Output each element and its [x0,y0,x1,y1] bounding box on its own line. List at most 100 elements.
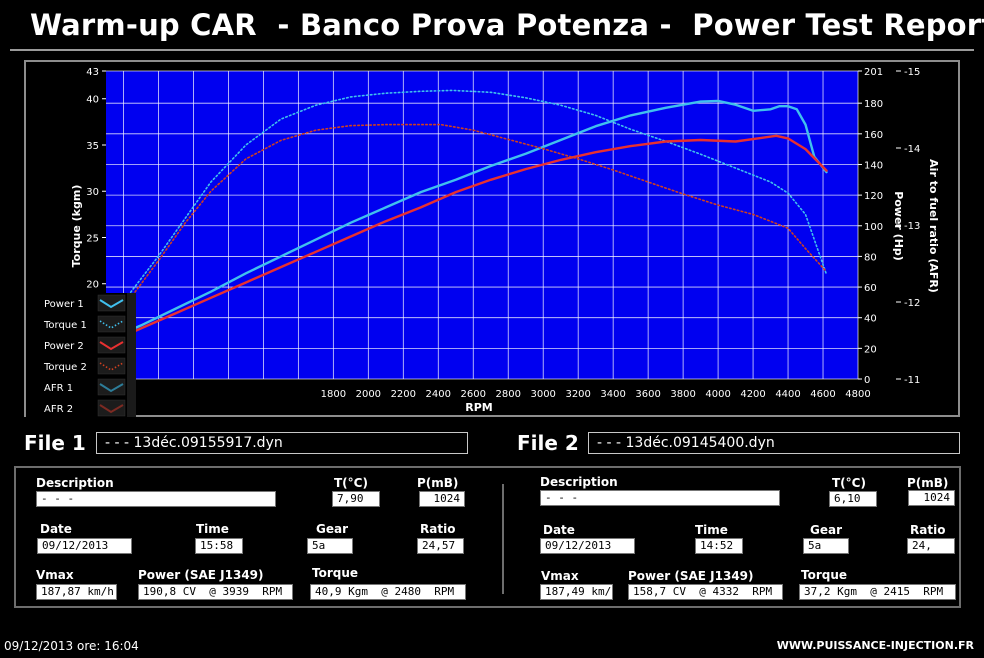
x-tick-label: 3800 [670,389,695,400]
power-axis-ticks: 0 20 40 60 80 100 120 140 160 180 201 [858,67,883,386]
file2-description-field: - - - [540,490,780,506]
file1-date-label: Date [40,522,72,536]
x-tick-label: 3600 [635,389,660,400]
file1-time-label: Time [196,522,229,536]
file1-torque-label: Torque [312,566,359,580]
afr-tick-label: -12 [904,298,920,309]
footer-url[interactable]: WWW.PUISSANCE-INJECTION.FR [776,639,974,652]
file1-ratio-field: 24,57 [417,538,464,554]
file2-date-field: 09/12/2013 [540,538,635,554]
power-tick-label: 100 [864,222,883,233]
power-axis-label: Power (Hp) [892,191,905,261]
legend-swatch-box [97,315,126,333]
file2-vmax-label: Vmax [541,569,579,583]
torque-tick-label: 30 [86,187,99,198]
x-tick-label: 3400 [600,389,625,400]
dyno-chart: 60 0 1800 2000 2200 2400 2600 2800 3000 3200 3400 3… [26,67,940,417]
power-tick-label: 160 [864,130,883,141]
afr-tick-label: -14 [904,144,920,155]
file2-pressure-field: 1024 [908,490,955,506]
file2-torque-field: 37,2 Kgm @ 2415 RPM [799,584,956,600]
info-panel [14,466,961,608]
chart-frame [24,60,960,417]
afr-axis-label: Air to fuel ratio (AFR) [927,159,940,293]
file1-name: - - - 13déc.09155917.dyn [96,432,468,454]
x-axis-label: RPM [465,401,492,414]
series-line-torque-2 [115,123,828,319]
torque-tick-label: 40 [86,95,99,106]
x-tick-label: 4200 [740,389,765,400]
x-tick-label: 4800 [845,389,870,400]
power-tick-label: 140 [864,160,883,171]
torque-tick-label: 35 [86,141,99,152]
file2-pressure-label: P(mB) [907,476,949,490]
footer-date: 09/12/2013 ore: 16:04 [4,639,139,653]
file2-power-field: 158,7 CV @ 4332 RPM [628,584,783,600]
torque-tick-label: 25 [86,233,99,244]
file2-label: File 2 [517,431,579,455]
file1-vmax-field: 187,87 km/h [36,584,117,600]
x-tick-label: 4600 [810,389,835,400]
x-tick-label: 3200 [565,389,590,400]
file2-name: - - - 13déc.09145400.dyn [588,432,960,454]
file1-gear-label: Gear [316,522,349,536]
legend-swatch-afr-1 [99,383,124,393]
series-line-power-1 [106,99,828,342]
file2-ratio-label: Ratio [910,523,946,537]
power-tick-label: 120 [864,191,883,202]
file2-torque-label: Torque [801,568,848,582]
file1-power-label: Power (SAE J1349) [138,568,264,582]
file1-vmax-label: Vmax [36,568,74,582]
legend-swatch-box [97,357,126,375]
grid-lines [106,70,859,380]
legend-swatch-afr-2 [99,404,124,414]
legend-label: AFR 1 [44,383,73,394]
file1-temp-label: T(°C) [334,476,368,490]
title-divider [10,49,974,51]
legend-label: AFR 2 [44,404,73,415]
file2-time-field: 14:52 [695,538,743,554]
file1-description-field: - - - [36,491,276,507]
file2-temp-label: T(°C) [832,476,866,490]
legend-background [26,293,127,417]
legend-swatch-power-2 [99,341,124,351]
series-layer [106,89,828,345]
file2-description-label: Description [540,475,618,489]
x-tick-label: 4000 [705,389,730,400]
x-tick-label: 3000 [530,389,555,400]
power-tick-label: 0 [864,375,870,386]
legend-label: Power 2 [44,341,84,352]
power-tick-label: 20 [864,344,877,355]
legend-swatch-torque-2 [99,362,124,371]
file2-time-label: Time [695,523,728,537]
x-tick-label: 2800 [496,389,521,400]
torque-axis-label: Torque (kgm) [70,185,83,268]
afr-tick-label: -13 [904,221,920,232]
chart-legend: Power 1 Torque 1 Power 2 Torque 2 AFR 1 AFR 2 [26,293,136,417]
legend-scrollbar[interactable] [127,293,136,417]
legend-swatch-power-1 [99,299,124,309]
x-tick-label: 4400 [775,389,800,400]
legend-swatch-torque-1 [99,320,124,329]
afr-tick-label: -11 [904,375,920,386]
legend-label: Torque 2 [43,362,87,373]
file1-power-field: 190,8 CV @ 3939 RPM [138,584,293,600]
torque-tick-label: 20 [86,280,99,291]
power-tick-label: 60 [864,283,877,294]
power-tick-label: 80 [864,252,877,263]
x-tick-label: 2000 [356,389,381,400]
file1-gear-field: 5a [307,538,353,554]
torque-tick-label: 43 [86,67,99,78]
file1-torque-field: 40,9 Kgm @ 2480 RPM [310,584,466,600]
x-tick-label: 1800 [321,389,346,400]
file1-description-label: Description [36,476,114,490]
file2-temp-field: 6,10 [829,491,877,507]
power-tick-label: 40 [864,314,877,325]
file1-label: File 1 [24,431,86,455]
x-tick-label: 2600 [461,389,486,400]
file2-date-label: Date [543,523,575,537]
x-tick-label: 2200 [391,389,416,400]
series-line-torque-1 [115,89,828,313]
file2-vmax-field: 187,49 km/ [540,584,613,600]
report-title: Warm-up CAR - Banco Prova Potenza - Powe… [30,8,984,42]
